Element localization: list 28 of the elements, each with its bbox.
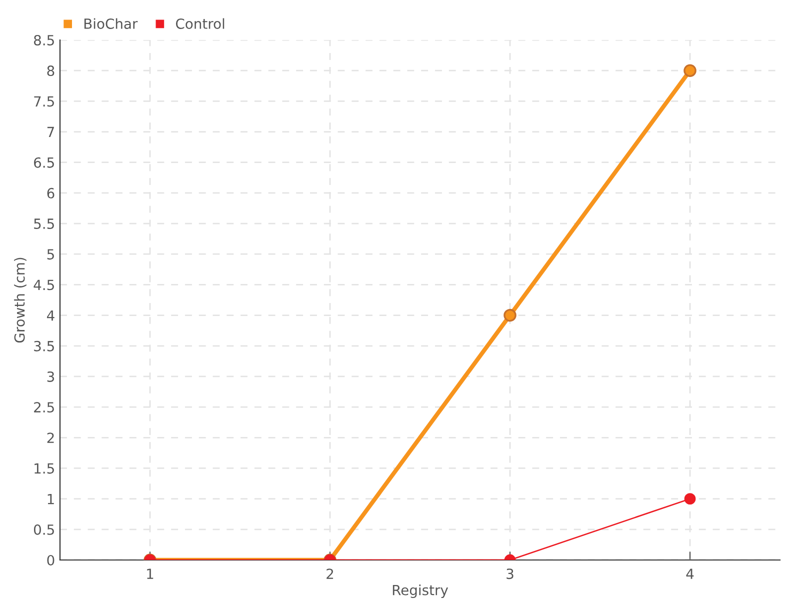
y-tick-label: 6.5 [34, 157, 54, 168]
y-tick-label: 7 [47, 126, 54, 138]
y-tick-label: 4 [46, 310, 54, 321]
y-tick-label: 1 [48, 494, 54, 504]
y-tick-label: 0 [47, 554, 54, 566]
y-tick-label: 8 [47, 66, 54, 76]
x-tick-label: 3 [506, 568, 514, 580]
x-tick-label: 1 [147, 568, 154, 579]
legend-label: Control [176, 18, 224, 29]
y-axis-title: Growth (cm) [14, 258, 26, 343]
y-tick-label: 8.5 [34, 34, 54, 46]
y-tick-label: 7.5 [34, 96, 54, 107]
y-tick-label: 3 [47, 371, 54, 382]
point [684, 64, 696, 77]
x-tick-label: 2 [326, 568, 334, 579]
y-tick-label: 6 [47, 188, 54, 198]
x-axis-title: Registry [392, 584, 448, 598]
x-tick-label: 4 [686, 568, 694, 579]
y-tick-label: 5 [47, 249, 54, 260]
y-tick-label: 5.5 [34, 218, 54, 230]
y-tick-label: 1.5 [34, 463, 54, 474]
legend-label: BioChar [84, 18, 138, 29]
point [504, 308, 516, 322]
y-tick-label: 0.5 [34, 524, 54, 535]
y-tick-label: 2.5 [34, 402, 54, 413]
y-tick-label: 4.5 [34, 280, 54, 290]
y-tick-label: 3.5 [34, 340, 54, 352]
y-tick-label: 2 [47, 432, 54, 443]
